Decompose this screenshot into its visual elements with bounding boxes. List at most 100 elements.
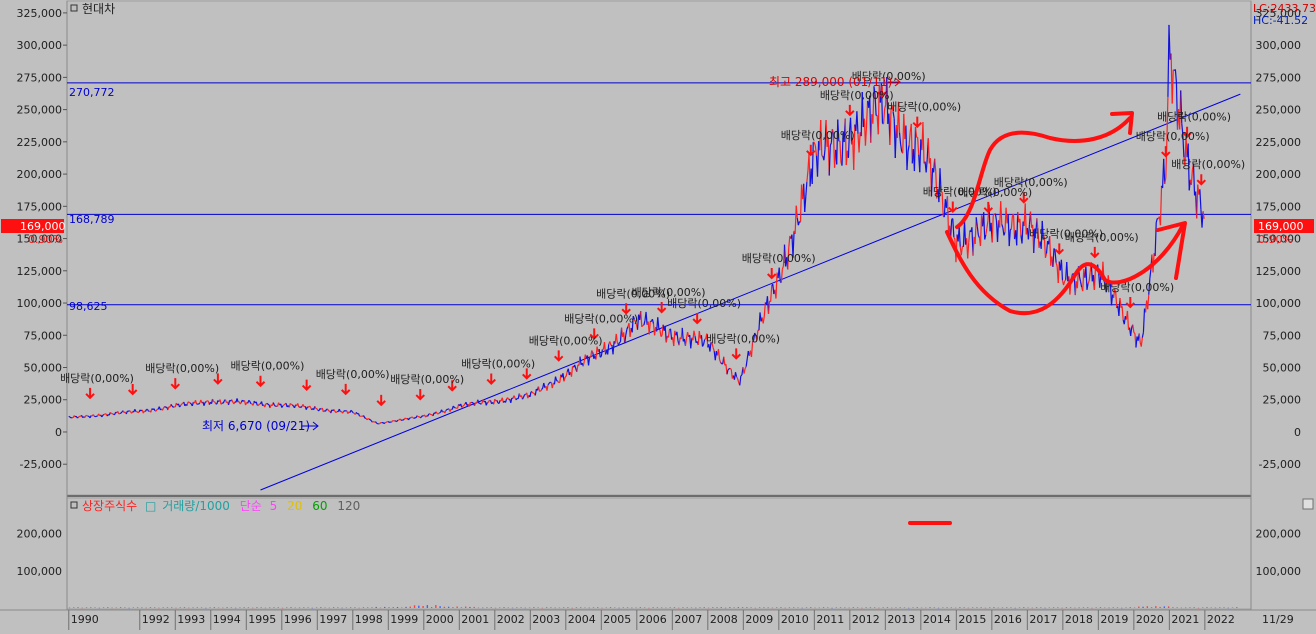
volume-bar xyxy=(171,607,172,608)
volume-bar xyxy=(346,608,347,609)
volume-bar xyxy=(1176,607,1177,608)
volume-bar xyxy=(682,607,683,608)
volume-bar xyxy=(371,607,372,608)
volume-bar xyxy=(188,608,189,609)
volume-bar xyxy=(1159,607,1160,608)
volume-bar xyxy=(388,607,389,608)
volume-bar xyxy=(354,607,355,608)
volume-bar xyxy=(687,607,688,608)
volume-bar xyxy=(295,608,296,609)
price-segment xyxy=(129,411,130,412)
volume-bar xyxy=(780,607,781,608)
volume-bar xyxy=(1019,607,1020,608)
pane-close-icon[interactable] xyxy=(1303,499,1313,509)
dividend-label: 배당락(0,00%) xyxy=(564,312,638,325)
price-segment xyxy=(412,417,413,418)
dividend-label: 배당락(0,00%) xyxy=(461,358,535,371)
price-segment xyxy=(367,419,368,420)
legend-ma20: 20 xyxy=(287,499,302,513)
volume-bar xyxy=(550,607,551,608)
volume-bar xyxy=(921,608,922,609)
volume-bar xyxy=(610,607,611,608)
volume-bar xyxy=(435,605,436,608)
volume-bar xyxy=(397,607,398,608)
price-segment xyxy=(419,416,420,417)
price-segment xyxy=(565,376,566,377)
volume-bar xyxy=(1010,607,1011,608)
volume-bar xyxy=(218,608,219,609)
price-badge-left-value: 169,000 xyxy=(20,220,66,233)
volume-bar xyxy=(495,608,496,609)
dividend-label: 배당락(0,00%) xyxy=(742,252,816,265)
price-segment xyxy=(549,382,550,383)
volume-bar xyxy=(580,607,581,608)
price-badge-left-pct: 0.90% xyxy=(28,233,63,246)
volume-bar xyxy=(1027,608,1028,609)
volume-bar xyxy=(299,608,300,609)
volume-bar xyxy=(674,607,675,608)
volume-bar xyxy=(887,607,888,608)
price-segment xyxy=(369,419,370,420)
volume-bar xyxy=(589,608,590,609)
volume-bar xyxy=(870,607,871,608)
y-tick-label-left: 0 xyxy=(55,426,62,439)
volume-bar xyxy=(1164,606,1165,608)
volume-bar xyxy=(669,607,670,608)
volume-bar xyxy=(959,607,960,608)
volume-bar xyxy=(942,607,943,608)
volume-bar xyxy=(1044,608,1045,609)
price-segment xyxy=(421,416,422,417)
x-tick-label: 2000 xyxy=(426,613,454,626)
volume-bar xyxy=(503,607,504,608)
x-tick-label: 1998 xyxy=(355,613,383,626)
volume-bar xyxy=(742,607,743,608)
volume-bar xyxy=(708,608,709,609)
volume-pane[interactable] xyxy=(67,498,1251,609)
volume-bar xyxy=(175,608,176,609)
volume-bar xyxy=(73,607,74,608)
volume-bar xyxy=(525,608,526,609)
volume-bar xyxy=(1172,607,1173,608)
volume-bar xyxy=(150,607,151,608)
volume-bar xyxy=(1147,606,1148,608)
volume-bar xyxy=(1142,607,1143,608)
volume-bar xyxy=(133,607,134,608)
volume-bar xyxy=(1215,608,1216,609)
volume-bar xyxy=(94,607,95,608)
x-tick-label: 2006 xyxy=(639,613,667,626)
volume-bar xyxy=(861,608,862,609)
volume-bar xyxy=(763,607,764,608)
volume-bar xyxy=(508,608,509,609)
legend-ma60: 60 xyxy=(312,499,327,513)
volume-bar xyxy=(1049,607,1050,608)
volume-bar xyxy=(269,608,270,609)
x-tick-label: 2013 xyxy=(887,613,915,626)
volume-bar xyxy=(946,607,947,608)
price-segment xyxy=(110,412,111,413)
dividend-label: 배당락(0,00%) xyxy=(60,372,134,385)
price-segment xyxy=(190,403,191,404)
dividend-label: 배당락(0,00%) xyxy=(994,176,1068,189)
y-tick-label-left: 25,000 xyxy=(24,394,63,407)
volume-bar xyxy=(652,607,653,608)
legend-simple: 단순 xyxy=(240,499,262,513)
dividend-label: 배당락(0,00%) xyxy=(390,373,464,386)
volume-bar xyxy=(789,608,790,609)
volume-bar xyxy=(1002,608,1003,609)
volume-bar xyxy=(154,607,155,608)
volume-bar xyxy=(567,607,568,608)
y-tick-label-left: 200,000 xyxy=(17,168,63,181)
volume-bar xyxy=(746,607,747,608)
volume-bar xyxy=(529,608,530,609)
x-tick-label: 2004 xyxy=(568,613,596,626)
price-segment xyxy=(103,414,104,415)
volume-bar xyxy=(107,607,108,608)
x-tick-label: 1990 xyxy=(71,613,99,626)
y-tick-label-left: -25,000 xyxy=(20,458,62,471)
price-segment xyxy=(822,156,823,157)
volume-bar xyxy=(201,607,202,608)
volume-bar xyxy=(410,607,411,608)
price-segment xyxy=(384,423,385,424)
volume-bar xyxy=(908,608,909,609)
